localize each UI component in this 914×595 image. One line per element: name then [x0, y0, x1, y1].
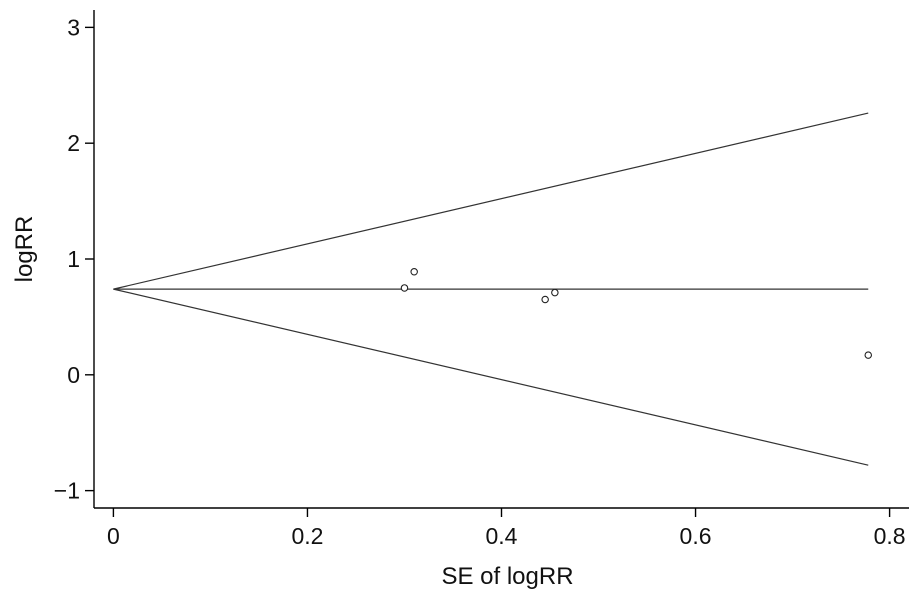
funnel-lines [113, 112, 869, 466]
x-tick-label: 0.8 [874, 523, 906, 549]
data-point [410, 267, 418, 276]
y-tick-label: 2 [67, 130, 80, 156]
data-point [400, 284, 409, 292]
x-tick-label: 0 [107, 523, 120, 549]
data-points [400, 267, 872, 359]
data-point [541, 295, 549, 304]
x-tick-label: 0.6 [680, 523, 712, 549]
data-point [864, 351, 872, 359]
x-tick-label: 0.2 [291, 523, 323, 549]
lower-confidence-limit-line [113, 288, 869, 466]
y-tick-label: 3 [67, 14, 80, 40]
y-tick-label: 0 [67, 362, 80, 388]
upper-confidence-limit-line [113, 112, 869, 290]
data-point [551, 288, 559, 297]
y-tick-label: −1 [54, 478, 80, 504]
y-axis-title: logRR [11, 216, 38, 283]
axes: 0 0.2 0.4 0.6 0.8 −1 0 1 2 3 [54, 10, 909, 549]
y-tick-label: 1 [67, 246, 80, 272]
x-tick-label: 0.4 [486, 523, 518, 549]
x-axis-title: SE of logRR [441, 563, 573, 590]
